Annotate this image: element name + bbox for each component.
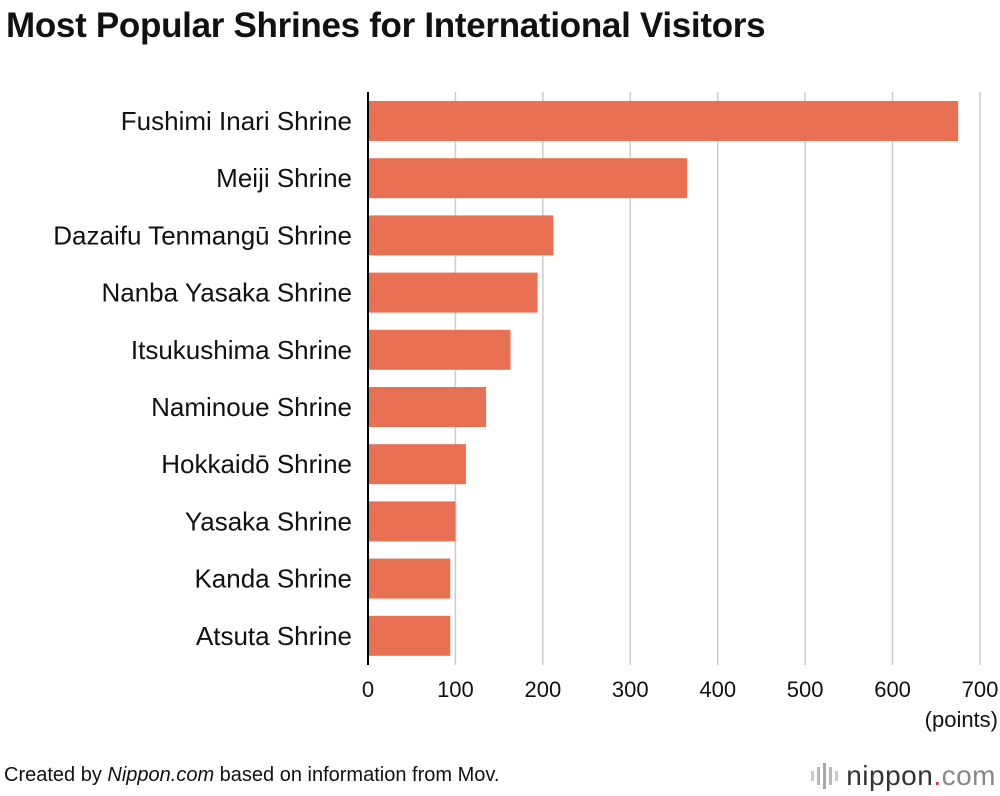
bar bbox=[368, 101, 959, 141]
logo-name: nippon bbox=[846, 760, 934, 791]
category-label: Yasaka Shrine bbox=[185, 506, 352, 536]
credit-source: based on information from Mov. bbox=[214, 764, 500, 786]
bar bbox=[368, 158, 688, 199]
x-tick-label: 600 bbox=[874, 677, 911, 702]
x-tick-label: 100 bbox=[437, 677, 474, 702]
logo-tld: com bbox=[941, 760, 996, 791]
category-label: Nanba Yasaka Shrine bbox=[101, 278, 352, 308]
credit-site: Nippon.com bbox=[107, 764, 215, 786]
x-tick-label: 0 bbox=[362, 677, 374, 702]
category-label: Meiji Shrine bbox=[216, 163, 352, 193]
x-tick-label: 400 bbox=[699, 677, 736, 702]
bars bbox=[368, 101, 959, 656]
x-tick-label: 500 bbox=[787, 677, 824, 702]
bar bbox=[368, 444, 466, 485]
nippon-logo: nippon. com bbox=[810, 760, 996, 792]
bar-chart: Fushimi Inari Shrine Meiji Shrine Dazaifu … bbox=[53, 92, 998, 732]
category-label: Kanda Shrine bbox=[194, 564, 352, 594]
x-tick-label: 700 bbox=[962, 677, 999, 702]
category-label: Hokkaidō Shrine bbox=[161, 449, 352, 479]
x-tick-label: 200 bbox=[524, 677, 561, 702]
tick-labels: 0 100 200 300 400 500 600 700 bbox=[362, 677, 998, 702]
category-label: Fushimi Inari Shrine bbox=[121, 106, 352, 136]
bar bbox=[368, 501, 456, 542]
category-labels: Fushimi Inari Shrine Meiji Shrine Dazaifu … bbox=[53, 106, 352, 651]
x-axis-unit-label: (points) bbox=[925, 707, 998, 732]
category-label: Dazaifu Tenmangū Shrine bbox=[53, 220, 352, 250]
bar bbox=[368, 615, 451, 656]
bar bbox=[368, 387, 487, 427]
logo-dot: . bbox=[933, 760, 942, 791]
bar bbox=[368, 329, 511, 370]
chart-title: Most Popular Shrines for International V… bbox=[6, 6, 766, 45]
category-label: Itsukushima Shrine bbox=[131, 335, 352, 365]
category-label: Atsuta Shrine bbox=[196, 621, 352, 651]
sound-wave-icon bbox=[811, 763, 839, 789]
source-credit: Created by Nippon.com based on informati… bbox=[4, 764, 499, 787]
bar bbox=[368, 558, 451, 599]
category-label: Naminoue Shrine bbox=[151, 392, 352, 422]
bar bbox=[368, 215, 554, 256]
credit-prefix: Created by bbox=[4, 764, 108, 786]
bar bbox=[368, 272, 538, 313]
x-tick-label: 300 bbox=[612, 677, 649, 702]
